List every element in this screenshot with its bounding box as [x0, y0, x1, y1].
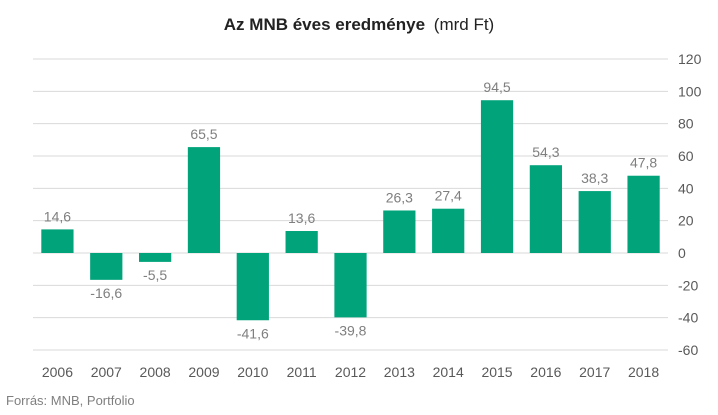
bar-2011 [285, 231, 318, 253]
chart-title-main: Az MNB éves eredménye [224, 15, 425, 34]
value-label-2017: 38,3 [581, 170, 608, 186]
y-tick-label: 60 [678, 148, 694, 164]
value-label-2008: -5,5 [143, 267, 167, 283]
bar-2009 [187, 147, 221, 253]
x-tick-label-2008: 2008 [140, 364, 171, 380]
x-tick-label-2016: 2016 [530, 364, 561, 380]
value-label-2010: -41,6 [237, 325, 269, 341]
x-tick-label-2010: 2010 [237, 364, 268, 380]
x-axis-tick-labels: 2006 2007 2008 2009 2010 2011 2012 2013 2014 2015… [42, 364, 660, 380]
grid-lines [33, 58, 668, 351]
bar-2012 [334, 253, 367, 318]
x-tick-label-2015: 2015 [481, 364, 512, 380]
value-label-2014: 27,4 [435, 188, 462, 204]
bar-2018 [627, 175, 660, 253]
value-label-2013: 26,3 [386, 189, 413, 205]
y-tick-label: 120 [678, 51, 702, 67]
bar-2007 [90, 253, 123, 280]
bar-2016 [529, 165, 563, 253]
bar-2013 [383, 210, 416, 253]
value-label-2015: 94,5 [483, 79, 510, 95]
bar-2010 [236, 253, 269, 321]
x-tick-label-2012: 2012 [335, 364, 366, 380]
y-tick-label: 0 [678, 245, 686, 261]
x-tick-label-2018: 2018 [628, 364, 659, 380]
x-tick-label-2013: 2013 [384, 364, 415, 380]
y-axis-tick-labels: 120 100 80 60 40 20 0 -20 -40 -60 [678, 51, 702, 358]
bar-2017 [578, 191, 611, 253]
bar-2014 [432, 208, 465, 253]
bar-2008 [138, 253, 172, 262]
value-label-2007: -16,6 [90, 285, 122, 301]
bar-2015 [480, 100, 514, 253]
value-label-2012: -39,8 [335, 322, 367, 338]
x-tick-label-2007: 2007 [91, 364, 122, 380]
source-note: Forrás: MNB, Portfolio [6, 393, 135, 408]
x-tick-label-2009: 2009 [188, 364, 219, 380]
bar-2006 [41, 229, 74, 253]
y-tick-label: -20 [678, 277, 698, 293]
y-tick-label: -40 [678, 310, 698, 326]
x-tick-label-2011: 2011 [287, 364, 317, 380]
value-label-2018: 47,8 [630, 155, 657, 171]
x-tick-label-2017: 2017 [579, 364, 610, 380]
x-tick-label-2006: 2006 [42, 364, 73, 380]
y-tick-label: -60 [678, 342, 698, 358]
y-tick-label: 20 [678, 213, 694, 229]
y-tick-label: 40 [678, 180, 694, 196]
y-tick-label: 80 [678, 116, 694, 132]
bars [41, 100, 660, 321]
value-label-2016: 54,3 [532, 144, 559, 160]
value-label-2011: 13,6 [288, 210, 315, 226]
chart-title: Az MNB éves eredménye (mrd Ft) [224, 15, 494, 34]
value-labels: 14,6 -16,6 -5,5 65,5 -41,6 13,6 -39,8 26,3 27,4 9… [44, 79, 658, 341]
value-label-2006: 14,6 [44, 208, 71, 224]
x-tick-label-2014: 2014 [433, 364, 464, 380]
y-tick-label: 100 [678, 83, 702, 99]
value-label-2009: 65,5 [190, 126, 217, 142]
chart-title-unit: (mrd Ft) [434, 15, 494, 34]
